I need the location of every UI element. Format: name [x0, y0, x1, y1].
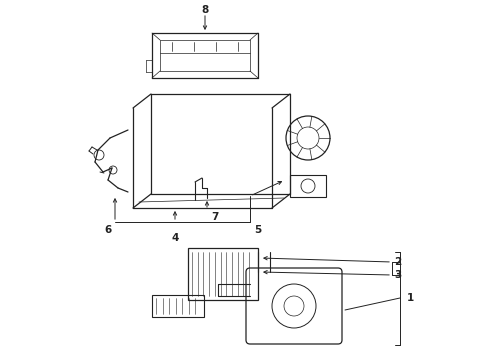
- Text: 2: 2: [394, 257, 402, 267]
- Text: 3: 3: [394, 270, 402, 280]
- Bar: [290, 175, 326, 197]
- Text: 5: 5: [254, 225, 262, 235]
- Bar: [188, 248, 258, 300]
- Text: 6: 6: [104, 225, 112, 235]
- Bar: [152, 295, 204, 317]
- Text: 1: 1: [406, 293, 414, 303]
- Text: 8: 8: [201, 5, 209, 15]
- Text: 4: 4: [172, 233, 179, 243]
- Text: 7: 7: [211, 212, 219, 222]
